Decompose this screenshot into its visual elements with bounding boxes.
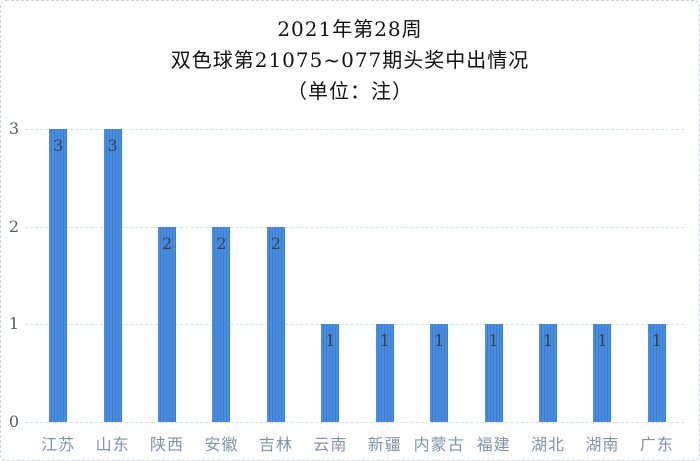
y-axis-tick-label: 3 bbox=[8, 119, 19, 139]
bar-column: 1 bbox=[303, 129, 357, 422]
bar-value-label: 1 bbox=[597, 331, 608, 351]
bar-value-label: 2 bbox=[161, 233, 173, 253]
x-axis-label: 陕西 bbox=[150, 435, 185, 454]
x-axis-label: 湖南 bbox=[585, 435, 620, 454]
bar-value-label: 1 bbox=[325, 331, 336, 351]
bar-column: 1 bbox=[358, 129, 412, 422]
y-axis-tick-label: 2 bbox=[8, 216, 19, 236]
bar: 1 bbox=[593, 324, 612, 422]
x-axis-label: 江苏 bbox=[41, 435, 76, 454]
x-axis-label: 内蒙古 bbox=[413, 435, 465, 454]
x-axis-label: 湖北 bbox=[531, 435, 566, 454]
bar-column: 1 bbox=[466, 129, 520, 422]
x-axis-label: 云南 bbox=[313, 435, 348, 454]
bar-value-label: 1 bbox=[379, 331, 390, 351]
x-axis: 江苏 山东 陕西 安徽 吉林 云南 新疆 内蒙古 福建 湖北 湖南 广东 bbox=[31, 431, 684, 455]
bar-value-label: 1 bbox=[542, 331, 554, 351]
y-axis-tick-label: 1 bbox=[8, 314, 19, 334]
title-line-week: 2021年第28周 bbox=[277, 17, 423, 41]
bar-column: 2 bbox=[249, 129, 303, 422]
chart-title: 2021年第28周 双色球第21075~077期头奖中出情况 （单位：注） bbox=[1, 14, 699, 107]
bar: 1 bbox=[430, 324, 449, 422]
bar-column: 3 bbox=[85, 129, 139, 422]
plot-area: 3 3 2 2 2 1 1 1 1 1 1 1 bbox=[25, 129, 684, 423]
x-axis-label: 广东 bbox=[639, 435, 674, 454]
y-axis-tick-label: 0 bbox=[8, 412, 19, 432]
bar: 2 bbox=[212, 226, 231, 422]
gridline bbox=[25, 226, 684, 228]
bar-column: 2 bbox=[194, 129, 248, 422]
title-line-unit: （单位：注） bbox=[287, 79, 413, 103]
bar: 2 bbox=[158, 226, 177, 422]
bar-column: 1 bbox=[521, 129, 575, 422]
x-axis-label: 安徽 bbox=[204, 435, 239, 454]
bar-column: 3 bbox=[31, 129, 85, 422]
gridline bbox=[25, 324, 684, 326]
bar-value-label: 2 bbox=[270, 233, 281, 253]
x-axis-label: 新疆 bbox=[367, 435, 402, 454]
bar: 1 bbox=[484, 324, 503, 422]
title-line-main: 双色球第21075~077期头奖中出情况 bbox=[170, 48, 530, 72]
x-axis-label: 福建 bbox=[476, 435, 511, 454]
bar-value-label: 1 bbox=[651, 331, 662, 351]
bar: 3 bbox=[49, 129, 68, 422]
bar-column: 1 bbox=[630, 129, 684, 422]
bar: 1 bbox=[375, 324, 394, 422]
bar-series: 3 3 2 2 2 1 1 1 1 1 1 1 bbox=[31, 129, 684, 422]
bar-column: 2 bbox=[140, 129, 194, 422]
bar: 1 bbox=[647, 324, 666, 422]
bar: 1 bbox=[321, 324, 340, 422]
bar: 2 bbox=[266, 226, 285, 422]
bar-value-label: 2 bbox=[216, 233, 227, 253]
bar-value-label: 3 bbox=[53, 136, 64, 155]
gridline bbox=[25, 129, 684, 130]
bar-value-label: 1 bbox=[434, 331, 445, 351]
x-axis-label: 山东 bbox=[95, 435, 130, 454]
gridline bbox=[25, 422, 684, 423]
bar-column: 1 bbox=[575, 129, 629, 422]
bar-column: 1 bbox=[412, 129, 466, 422]
bar: 1 bbox=[539, 324, 557, 422]
x-axis-label: 吉林 bbox=[258, 435, 293, 454]
bar-value-label: 1 bbox=[488, 331, 499, 351]
bar: 3 bbox=[103, 129, 122, 422]
y-axis: 3 2 1 0 bbox=[1, 119, 23, 431]
bar-value-label: 3 bbox=[107, 136, 118, 155]
